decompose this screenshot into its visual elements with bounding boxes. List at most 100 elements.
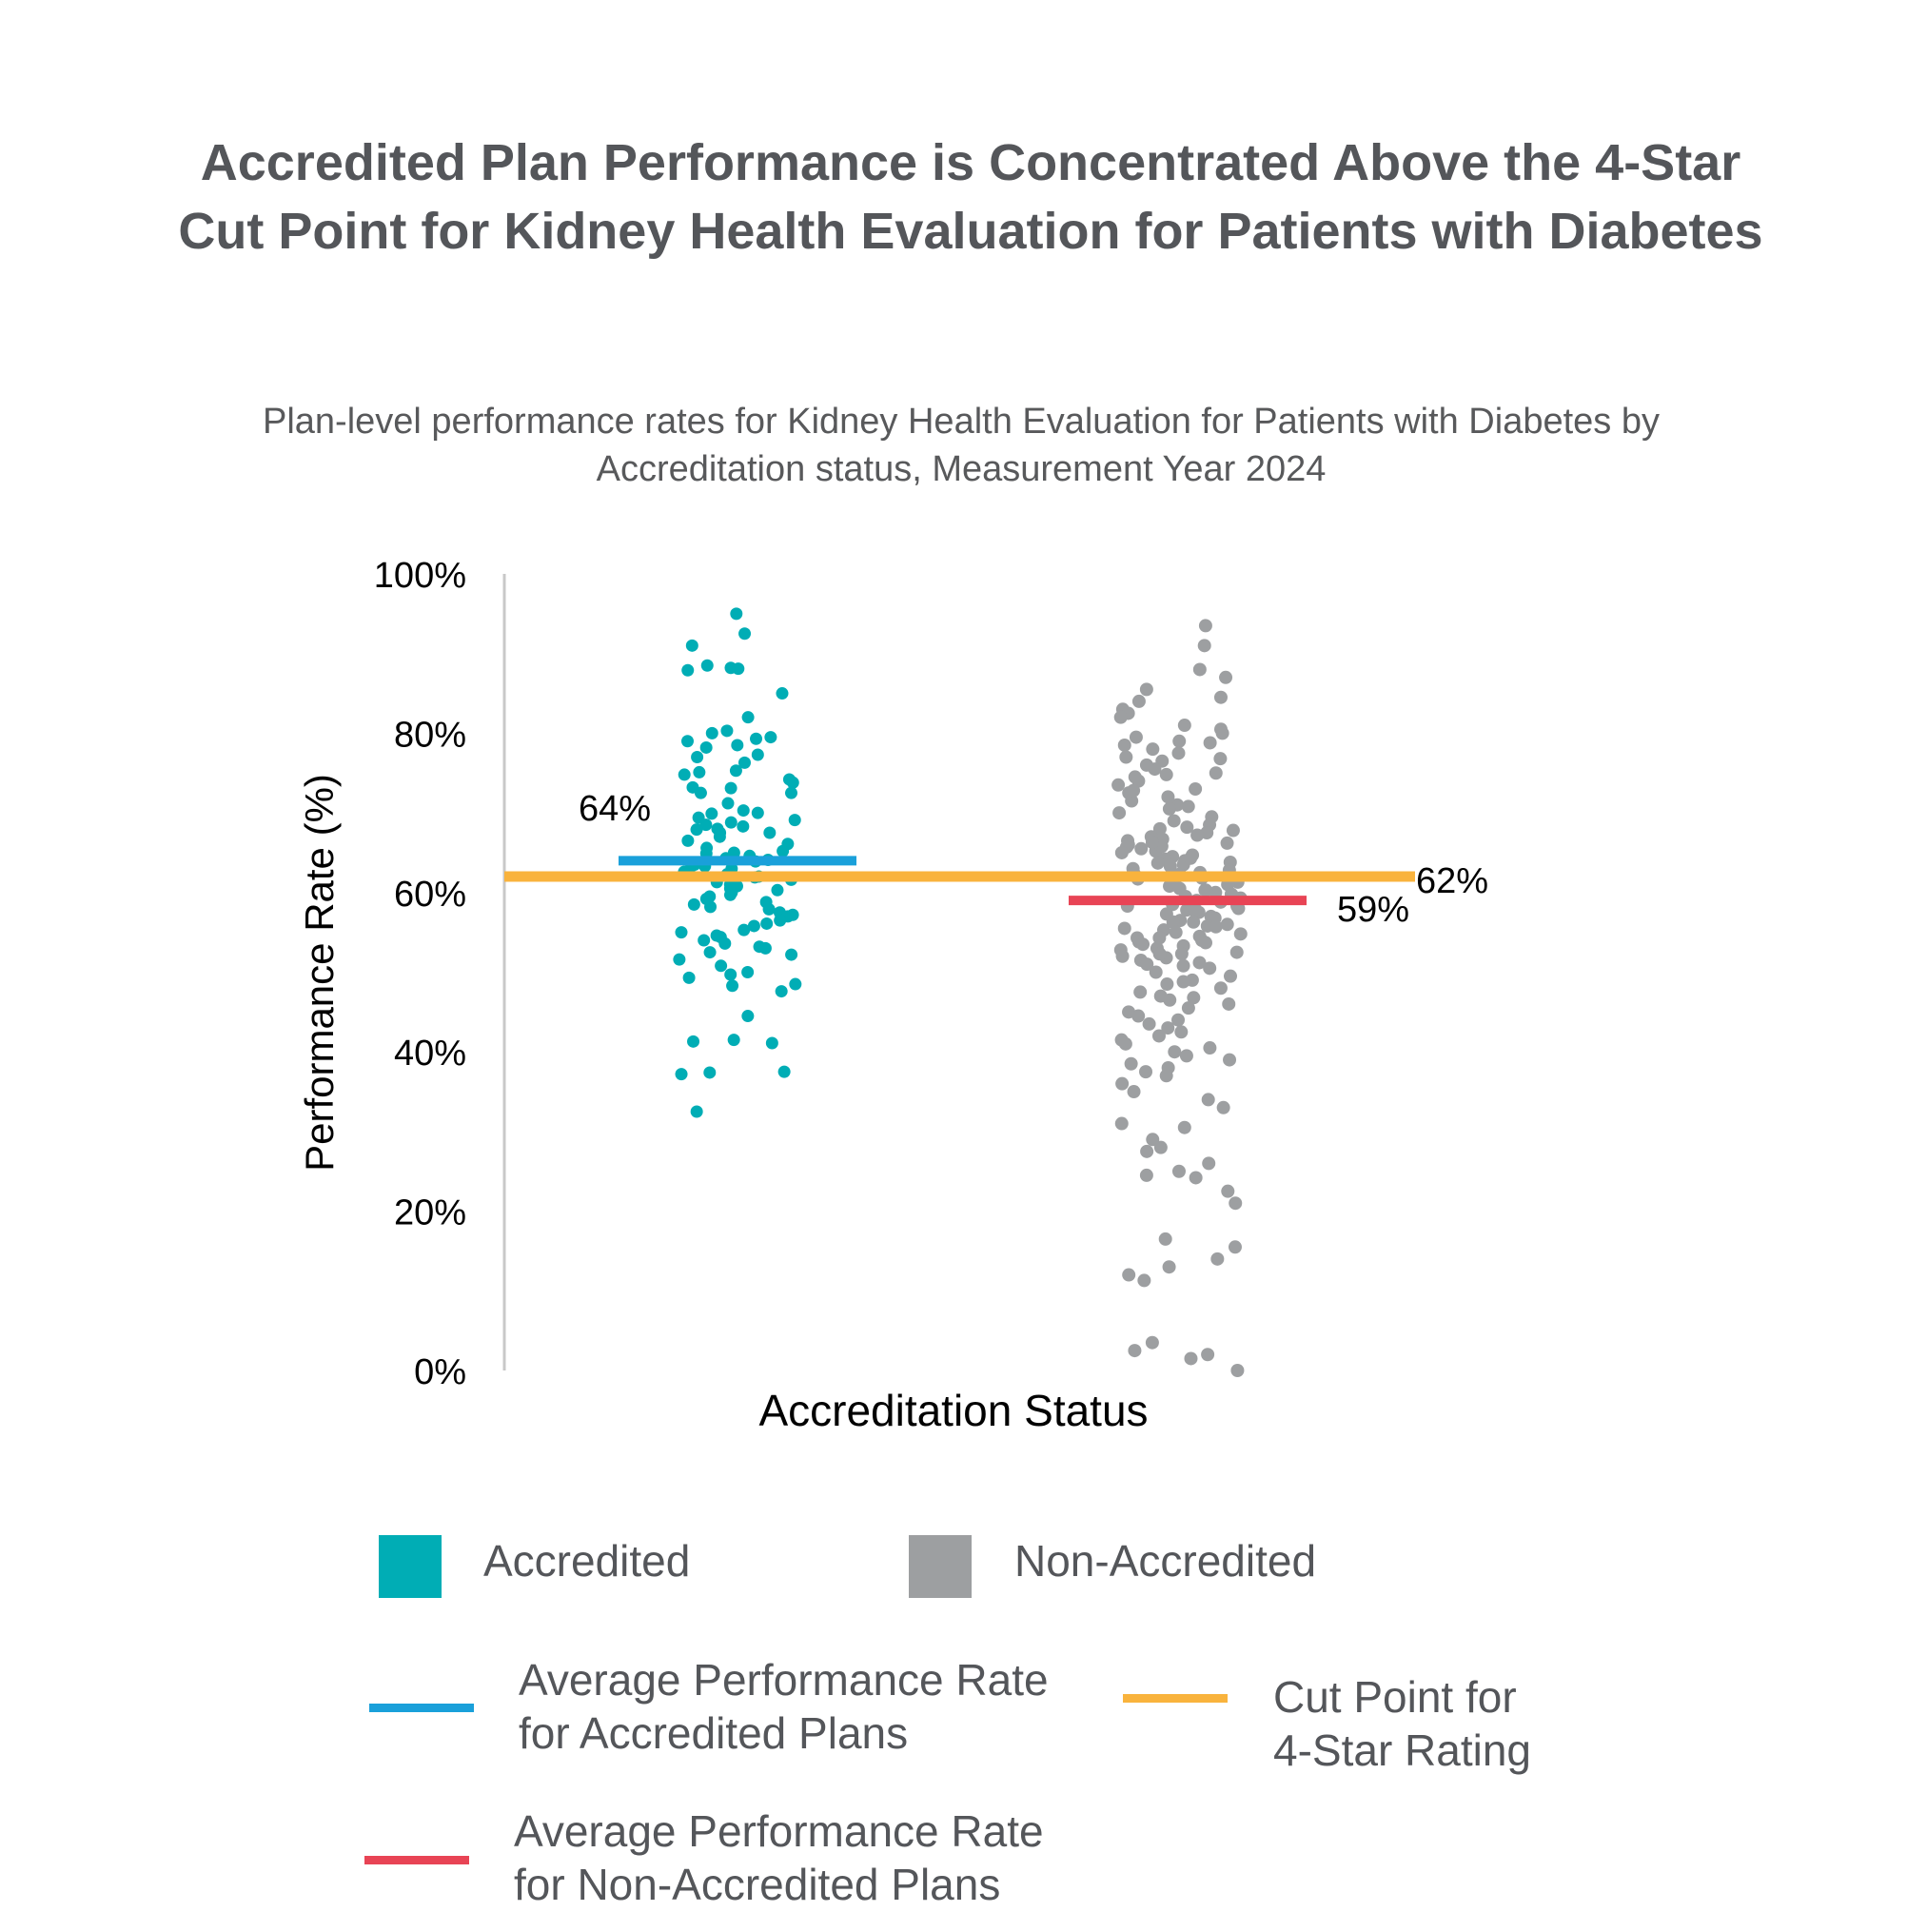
accredited-point [721,797,735,810]
non-accredited-point [1202,1156,1216,1171]
legend-label-cut-point-1: Cut Point for [1273,1672,1517,1722]
non-accredited-point [1162,1260,1176,1274]
non-accredited-point [1159,1069,1173,1083]
non-accredited-point [1171,1013,1186,1027]
non-accredited-point [1184,1351,1198,1366]
non-accredited-point [1222,996,1236,1011]
legend-swatch-non-accredited [909,1535,972,1598]
accredited-point [715,959,728,973]
non-accredited-point [1181,799,1195,814]
non-accredited-point [1136,937,1150,952]
accredited-point [737,819,750,833]
non-accredited-point [1150,856,1165,870]
non-accredited-point [1177,719,1191,733]
non-accredited-point [1152,931,1167,945]
non-accredited-point [1233,927,1248,941]
accredited-point [699,740,713,754]
accredited-point [724,968,737,981]
non-accredited-point [1229,945,1244,959]
non-accredited-point [1221,1184,1235,1198]
non-accredited-point [1201,1348,1215,1362]
accredited-point [724,816,737,829]
non-accredited-point [1152,821,1167,836]
accredited-point [687,897,700,911]
non-accredited-point [1176,975,1190,989]
non-accredited-point [1114,845,1129,859]
non-accredited-point [1146,1133,1160,1147]
accredited-point [673,953,686,966]
accredited-point [700,659,714,672]
accredited-point [730,607,743,621]
non-accredited-point [1197,639,1211,653]
non-accredited-point [1163,993,1177,1007]
non-accredited-point [1134,841,1149,856]
legend-line-avg-accredited [369,1704,474,1712]
legend-line-avg-non-accredited [364,1856,469,1864]
accredited-point [771,883,784,897]
y-tick-label: 0% [414,1352,466,1392]
non-accredited-point [1210,1252,1225,1266]
non-accredited-point [1153,1140,1168,1154]
non-accredited-point [1199,883,1213,897]
non-accredited-point [1140,1144,1154,1158]
y-tick-label: 100% [374,556,466,596]
non-accredited-point [1117,738,1131,752]
non-accredited-point [1187,991,1201,1005]
non-accredited-point [1203,736,1217,750]
accredited-point [732,662,745,676]
legend-label-avg-non-accredited-2: for Non-Accredited Plans [514,1860,1001,1909]
accredited-point [747,919,760,933]
accredited-point [751,806,764,819]
accredited-point [724,781,737,795]
accredited-point [718,936,732,950]
y-tick-label: 20% [394,1193,466,1233]
legend-line-cut-point [1123,1694,1228,1703]
non-accredited-point [1188,904,1202,918]
chart-subtitle: Plan-level performance rates for Kidney … [263,402,1660,489]
legend-label-accredited: Accredited [483,1536,691,1586]
accredited-point [675,1068,688,1081]
accredited-point [705,807,718,820]
accredited-point [731,739,744,752]
non-accredited-point [1161,790,1175,804]
accredited-point [789,977,802,991]
accredited-point [775,985,788,998]
non-accredited-point [1177,1120,1191,1134]
accredited-point [786,776,799,789]
accredited-point [699,818,713,832]
non-accredited-point [1189,1171,1203,1185]
non-accredited-point [1176,958,1190,973]
non-accredited-point [1226,823,1240,838]
accredited-point [685,639,698,652]
non-accredited-point [1190,828,1205,842]
non-accredited-point [1163,879,1177,894]
non-accredited-point [1213,690,1228,704]
accredited-point [691,751,704,764]
accredited-point [777,1065,791,1078]
non-accredited-point [1187,915,1201,929]
accredited-point [758,941,772,955]
non-accredited-point [1168,1045,1182,1059]
accredited-point [690,823,703,837]
non-accredited-point [1115,949,1130,963]
accredited-point [727,1034,740,1047]
non-accredited-point [1131,1009,1146,1023]
non-accredited-point [1118,1036,1132,1051]
non-accredited-point [1162,801,1176,816]
non-accredited-point [1199,936,1213,950]
non-accredited-point [1119,750,1133,764]
non-accredited-point [1192,662,1207,677]
accredited-point [687,1035,700,1048]
non-accredited-point [1161,1021,1175,1035]
non-accredited-point [1137,1273,1151,1288]
non-accredited-point [1215,726,1229,740]
accredited-point [690,1105,703,1118]
non-accredited-point [1160,977,1174,992]
y-tick-label: 40% [394,1034,466,1074]
non-accredited-point [1158,1232,1172,1246]
non-accredited-point [1115,1076,1130,1091]
avg-non-accredited-label: 59% [1337,890,1409,930]
accredited-point [737,804,750,818]
non-accredited-point [1139,1065,1153,1079]
non-accredited-point [1128,1344,1142,1358]
